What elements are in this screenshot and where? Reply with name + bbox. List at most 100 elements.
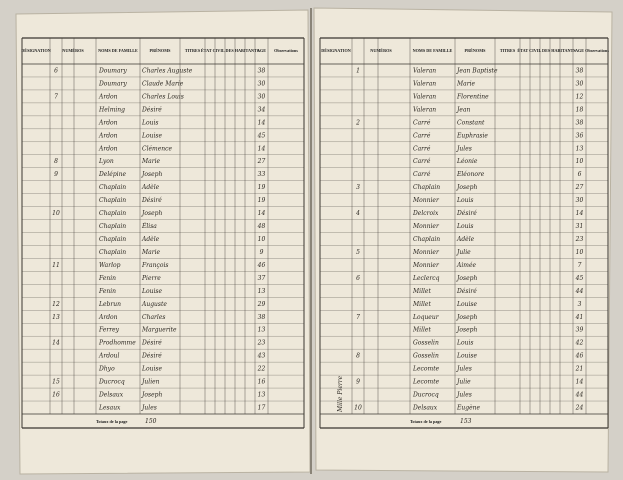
age: 37 [258,275,266,282]
first-name: Joseph [140,210,162,217]
first-name: Constant [457,119,485,126]
first-name: Eléonore [456,171,485,178]
house-number: 14 [52,340,60,347]
column-header: Observations [274,48,298,53]
house-number: 16 [52,392,60,399]
surname: Ardon [98,132,118,139]
house-number: 9 [356,379,360,386]
first-name: Charles Louis [142,93,184,100]
age: 3 [578,301,582,308]
surname: Valeran [413,106,436,113]
first-name: Louise [141,132,162,139]
surname: Carré [413,119,431,126]
surname: Lebrun [98,301,121,308]
first-name: Louise [456,301,477,308]
age: 14 [576,379,584,386]
surname: Monnier [412,197,440,204]
first-name: Joseph [140,392,162,399]
first-name: Julie [455,249,471,256]
age: 29 [257,301,266,308]
first-name: Charles Auguste [142,67,193,74]
surname: Gosselin [413,340,439,347]
age: 45 [257,132,266,139]
age: 6 [578,171,582,178]
surname: Loqueur [412,314,440,321]
house-number: 7 [54,93,58,100]
age: 46 [575,353,584,360]
first-name: Désiré [141,106,162,113]
age: 10 [576,249,584,256]
surname: Warlop [99,262,121,269]
house-number: 6 [54,67,58,74]
surname: Ardon [98,145,118,152]
first-name: Désiré [141,197,162,204]
age: 34 [258,106,266,113]
column-header: DÉSIGNATION [21,48,50,53]
house-number: 1 [356,67,360,74]
surname: Chaplain [99,197,126,204]
age: 30 [576,80,584,87]
first-name: Jules [455,392,472,399]
house-number: 5 [356,249,360,256]
age: 19 [258,184,266,191]
age: 14 [258,210,266,217]
age: 16 [258,379,266,386]
first-name: Louis [456,223,473,230]
age: 38 [258,67,266,74]
age: 14 [576,210,584,217]
first-name: Eugène [456,405,481,412]
totals-value: 150 [145,418,157,425]
first-name: Marie [141,158,161,165]
first-name: Adèle [456,236,475,243]
column-header: ÉTAT CIVIL DES HABITANTS [201,48,260,53]
surname: Ardon [98,93,118,100]
right-page [313,7,613,473]
house-number: 4 [355,210,360,217]
surname: Lesaux [98,405,121,412]
house-number: 2 [355,119,360,126]
surname: Chaplain [413,236,440,243]
surname: Chaplain [99,236,126,243]
surname: Valeran [413,67,436,74]
age: 39 [576,327,584,334]
house-number: 3 [356,184,360,191]
first-name: Florentine [456,93,489,100]
first-name: Auguste [141,301,167,308]
surname: Ardon [98,314,118,321]
house-number: 9 [54,171,58,178]
column-header: PRÉNOMS [465,48,487,53]
age: 7 [578,262,582,269]
surname: Millet [412,288,431,295]
age: 13 [258,392,266,399]
first-name: Jean [455,106,471,113]
first-name: Louise [141,366,162,373]
first-name: Joseph [455,184,477,191]
age: 27 [575,184,584,191]
first-name: Charles [142,314,165,321]
age: 13 [258,288,266,295]
surname: Lecomte [412,366,440,373]
first-name: Joseph [140,171,162,178]
first-name: Jules [455,145,472,152]
surname: Delépine [98,171,126,178]
age: 23 [575,236,584,243]
first-name: Aimée [456,262,476,269]
surname: Doumary [98,80,127,87]
totals-label: Totaux de la page [96,419,128,424]
first-name: Louis [141,119,158,126]
surname: Carré [413,171,431,178]
house-number: 8 [54,158,58,165]
age: 21 [575,366,584,373]
age: 36 [576,132,584,139]
column-header: NUMÉROS [370,48,392,53]
house-number: 13 [52,314,60,321]
age: 22 [257,366,266,373]
surname: Helming [98,106,125,113]
column-header: NOMS DE FAMILLE [413,48,453,53]
age: 10 [576,158,584,165]
first-name: Adèle [141,236,160,243]
age: 13 [258,327,266,334]
first-name: Clémence [142,145,173,152]
surname: Doumary [98,67,127,74]
surname: Ducrocq [412,392,439,399]
